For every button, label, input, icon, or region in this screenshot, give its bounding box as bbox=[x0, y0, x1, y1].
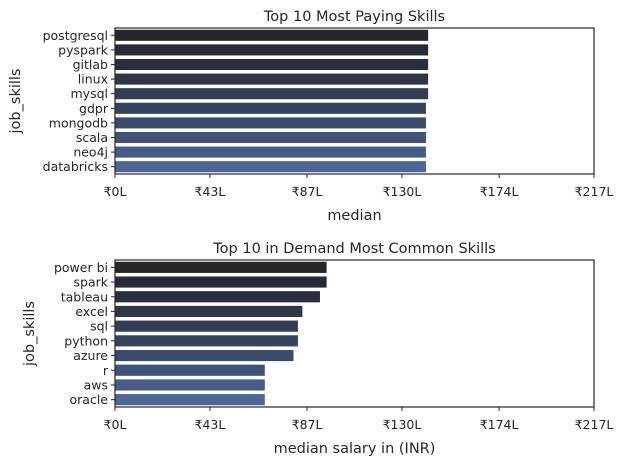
y-tick-label: excel bbox=[75, 304, 108, 319]
bar-sql bbox=[114, 319, 299, 333]
chart-panel-1: postgresqlpysparkgitlablinuxmysqlgdprmon… bbox=[8, 9, 613, 224]
chart-title: Top 10 in Demand Most Common Skills bbox=[212, 241, 495, 257]
y-axis-label: job_skills bbox=[8, 69, 24, 135]
y-tick-label: gitlab bbox=[73, 57, 108, 72]
x-tick-label: ₹87L bbox=[292, 184, 323, 199]
bar-aws bbox=[114, 378, 266, 392]
x-axis-label: median bbox=[327, 208, 381, 224]
y-tick-label: pyspark bbox=[58, 42, 109, 57]
x-tick-label: ₹43L bbox=[195, 184, 226, 199]
bar-azure bbox=[114, 349, 295, 362]
y-tick-label: python bbox=[64, 333, 108, 348]
y-tick-label: scala bbox=[76, 130, 108, 145]
x-tick-label: ₹87L bbox=[292, 417, 323, 432]
y-tick-label: linux bbox=[78, 72, 108, 87]
x-tick-label: ₹0L bbox=[104, 184, 127, 199]
x-tick-label: ₹0L bbox=[104, 417, 127, 432]
chart-panel-2: power bisparktableauexcelsqlpythonazurer… bbox=[22, 241, 613, 457]
y-tick-label: spark bbox=[74, 275, 109, 290]
y-tick-label: neo4j bbox=[73, 145, 108, 160]
y-tick-label: azure bbox=[73, 348, 108, 363]
x-tick-label: ₹130L bbox=[383, 184, 422, 199]
chart-title: Top 10 Most Paying Skills bbox=[263, 9, 445, 25]
bar-pyspark bbox=[114, 43, 429, 57]
x-tick-label: ₹174L bbox=[480, 417, 519, 432]
x-tick-label: ₹217L bbox=[575, 184, 614, 199]
bar-oracle bbox=[114, 393, 266, 406]
y-axis-label: job_skills bbox=[22, 301, 38, 367]
bar-databricks bbox=[114, 160, 427, 173]
bar-scala bbox=[114, 131, 427, 144]
bar-excel bbox=[114, 305, 303, 318]
x-tick-label: ₹130L bbox=[383, 417, 422, 432]
y-tick-label: r bbox=[103, 363, 109, 378]
x-tick-label: ₹217L bbox=[575, 417, 614, 432]
bar-power-bi bbox=[114, 261, 328, 274]
bar-r bbox=[114, 364, 266, 377]
y-tick-label: databricks bbox=[43, 159, 108, 174]
bar-python bbox=[114, 334, 299, 348]
y-tick-label: sql bbox=[90, 319, 108, 334]
bar-spark bbox=[114, 275, 328, 289]
y-tick-label: oracle bbox=[70, 392, 109, 407]
bar-linux bbox=[114, 72, 429, 86]
bar-mongodb bbox=[114, 116, 427, 130]
y-tick-label: tableau bbox=[61, 289, 108, 304]
bar-postgresql bbox=[114, 29, 429, 42]
y-tick-label: gdpr bbox=[79, 101, 109, 116]
x-axis-label: median salary in (INR) bbox=[274, 441, 436, 457]
bar-neo4j bbox=[114, 145, 427, 159]
y-tick-label: aws bbox=[84, 377, 108, 392]
bar-gdpr bbox=[114, 102, 427, 115]
y-tick-label: postgresql bbox=[43, 28, 108, 43]
plot-frame bbox=[114, 27, 595, 175]
bar-tableau bbox=[114, 290, 321, 303]
y-tick-label: power bi bbox=[54, 260, 108, 275]
x-tick-label: ₹174L bbox=[480, 184, 519, 199]
y-tick-label: mysql bbox=[71, 86, 109, 101]
bar-mysql bbox=[114, 87, 429, 100]
y-tick-label: mongodb bbox=[49, 115, 108, 130]
plot-frame bbox=[114, 259, 595, 408]
x-tick-label: ₹43L bbox=[195, 417, 226, 432]
bar-gitlab bbox=[114, 58, 429, 71]
